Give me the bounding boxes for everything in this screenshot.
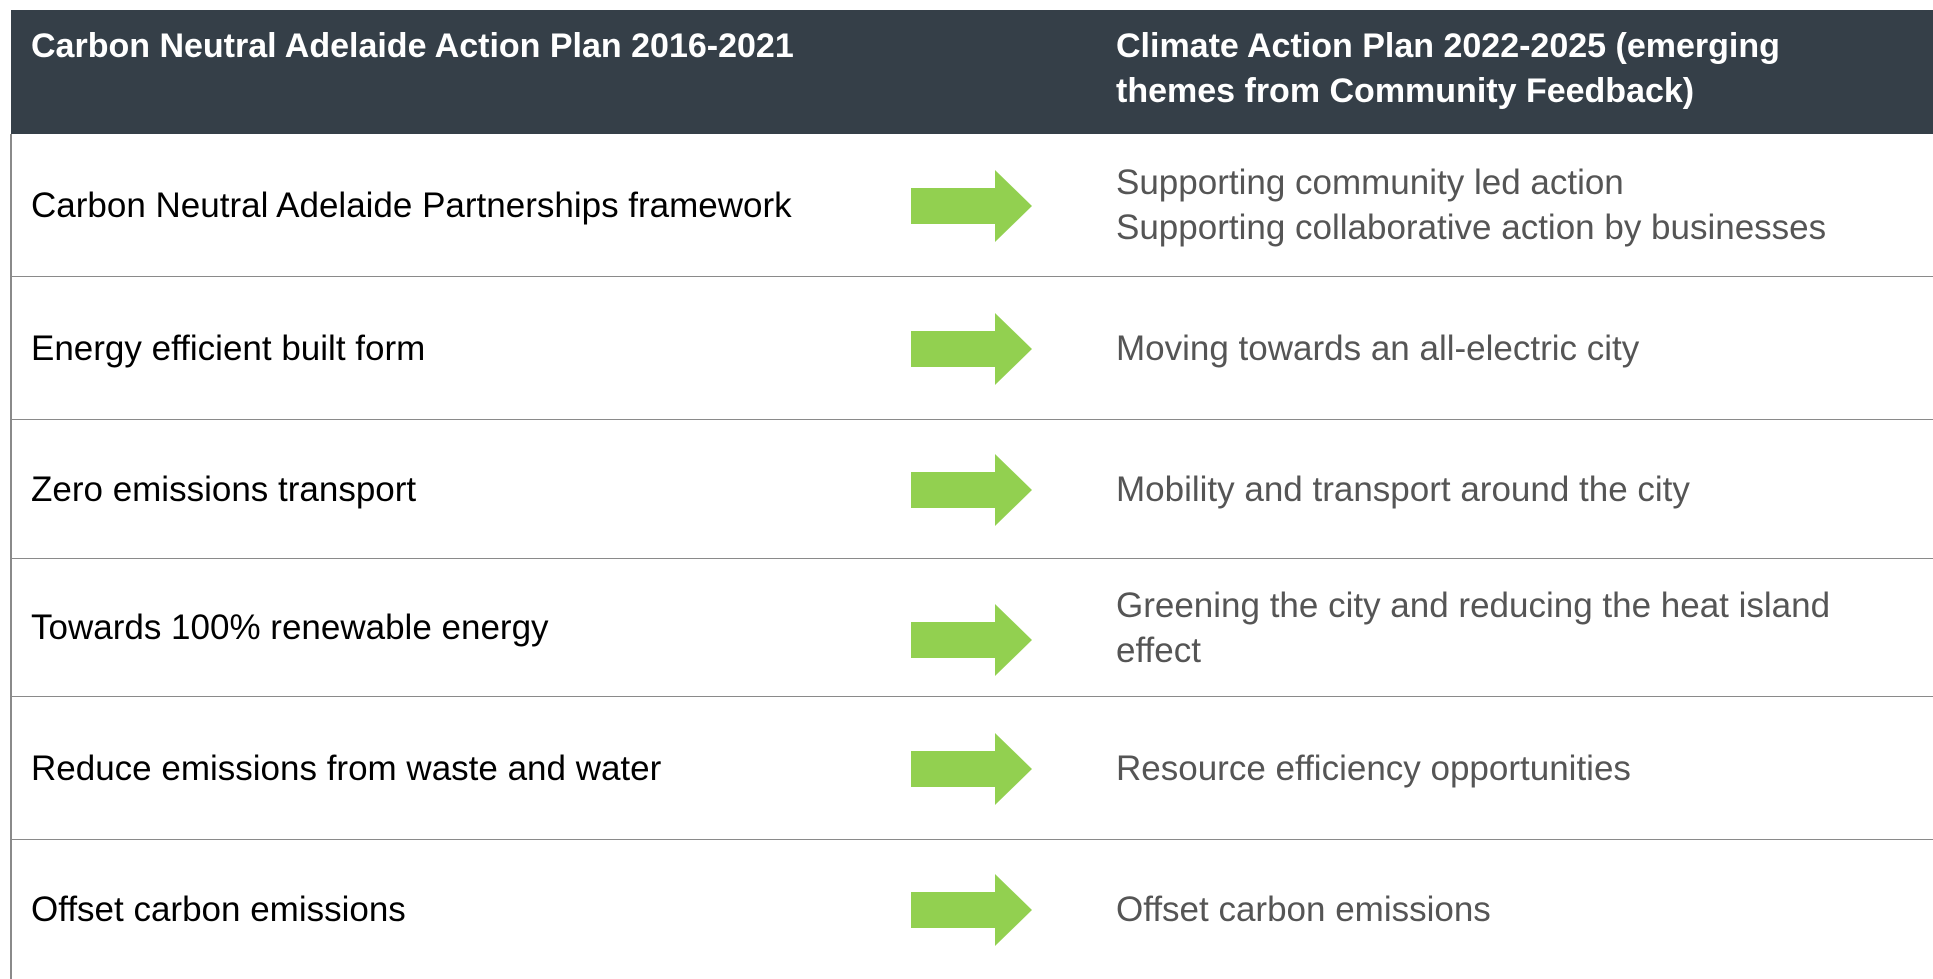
cell: Mobility and transport around the city (1116, 420, 1916, 558)
arrow-shape (911, 312, 1032, 385)
arrow (911, 604, 1032, 676)
arrow (911, 732, 1032, 805)
table-header: Carbon Neutral Adelaide Action Plan 2016… (11, 10, 1933, 134)
table-row: Carbon Neutral Adelaide Partnerships fra… (11, 134, 1933, 277)
cell-text: Offset carbon emissions (31, 890, 406, 929)
table-border (10, 134, 12, 979)
cell: Zero emissions transport (31, 420, 416, 558)
cell-text: Supporting community led action (1116, 163, 1624, 202)
cell-text: Greening the city and reducing the heat … (1116, 585, 1831, 670)
table-row: Zero emissions transport Mobility and tra… (11, 420, 1933, 559)
cell: Offset carbon emissions (1116, 840, 1916, 979)
arrow-shape (911, 453, 1032, 526)
arrow (911, 453, 1032, 526)
cell-text: Carbon Neutral Adelaide Partnerships fra… (31, 185, 792, 225)
cell-text: Reduce emissions from waste and water (31, 748, 662, 788)
table-row: Offset carbon emissions Offset carbon emi… (11, 840, 1933, 979)
cell-text: Zero emissions transport (31, 469, 417, 509)
cell-text: Resource efficiency opportunities (1116, 748, 1631, 788)
arrow-shape (911, 873, 1032, 946)
arrow (911, 873, 1032, 946)
cell: Offset carbon emissions (31, 840, 406, 979)
cell-text: Supporting collaborative action by busin… (1116, 208, 1827, 247)
cell: Moving towards an all-electric city (1116, 277, 1916, 419)
arrow-shape (911, 732, 1032, 805)
header-cell: Climate Action Plan 2022-2025 (emerging … (1116, 27, 1780, 110)
cell: Reduce emissions from waste and water (31, 697, 661, 839)
table-row: Energy efficient built form Moving toward… (11, 277, 1933, 420)
cell: Supporting community led action Supportin… (1116, 134, 1916, 276)
table-row: Reduce emissions from waste and water Res… (11, 697, 1933, 840)
cell-text: Energy efficient built form (31, 328, 426, 368)
arrow-shape (911, 169, 1032, 242)
arrow-shape (911, 604, 1032, 676)
cell: Carbon Neutral Adelaide Partnerships fra… (31, 134, 792, 276)
cell-text: Towards 100% renewable energy (31, 608, 549, 647)
table-row: Towards 100% renewable energy Greening th… (11, 559, 1933, 697)
arrow (911, 312, 1032, 385)
header-cell: Carbon Neutral Adelaide Action Plan 2016… (31, 27, 794, 65)
cell-text: Moving towards an all-electric city (1116, 328, 1640, 368)
cell: Resource efficiency opportunities (1116, 697, 1916, 839)
cell: Towards 100% renewable energy (31, 559, 549, 696)
cell-text: Offset carbon emissions (1116, 890, 1491, 929)
cell-text: Mobility and transport around the city (1116, 469, 1690, 509)
cell: Energy efficient built form (31, 277, 425, 419)
arrow (911, 169, 1032, 242)
cell: Greening the city and reducing the heat … (1116, 559, 1916, 696)
